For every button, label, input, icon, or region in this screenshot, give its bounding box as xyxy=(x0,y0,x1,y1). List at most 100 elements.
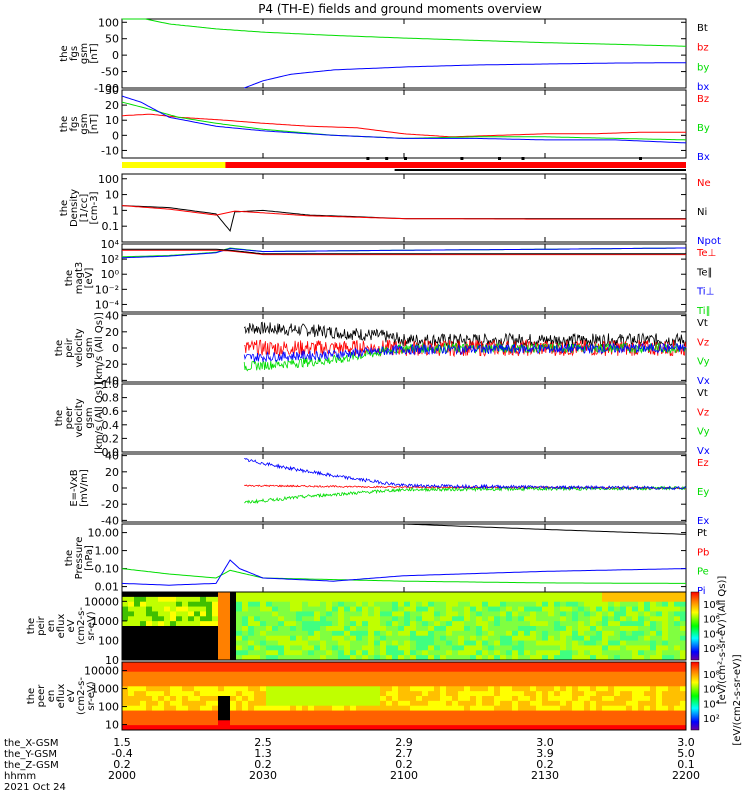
spectrogram-cell xyxy=(536,655,543,661)
spectrogram-cell xyxy=(242,601,249,607)
spectrogram-cell xyxy=(200,635,207,641)
spectrogram-cell xyxy=(158,666,165,673)
spectrogram-cell xyxy=(638,621,645,627)
spectrogram-cell xyxy=(368,596,375,603)
spectrogram-cell xyxy=(356,696,363,702)
spectrogram-cell xyxy=(272,626,279,632)
spectrogram-cell xyxy=(170,686,177,692)
legend-Bt: Bt xyxy=(697,23,708,34)
spectrogram-cell xyxy=(530,715,537,721)
spectrogram-cell xyxy=(494,662,501,668)
spectrogram-cell xyxy=(500,686,507,692)
spectrogram-cell xyxy=(314,686,321,692)
spectrogram-cell xyxy=(380,655,387,661)
spectrogram-cell xyxy=(584,650,591,656)
y-tick-label: 0.01 xyxy=(95,581,120,594)
spectrogram-cell xyxy=(386,710,393,716)
spectrogram-cell xyxy=(272,640,279,646)
spectrogram-cell xyxy=(656,645,663,651)
spectrogram-cell xyxy=(482,616,489,622)
spectrogram-cell xyxy=(422,611,429,617)
spectrogram-cell xyxy=(350,640,357,646)
spectrogram-cell xyxy=(344,640,351,646)
spectrogram-cell xyxy=(554,626,561,632)
spectrogram-cell xyxy=(452,666,459,673)
spectrogram-cell xyxy=(518,621,525,627)
spectrogram-cell xyxy=(572,611,579,617)
spectrogram-cell xyxy=(440,626,447,632)
spectrogram-cell xyxy=(404,691,411,697)
spectrogram-cell xyxy=(452,630,459,637)
spectrogram-cell xyxy=(410,650,417,656)
spectrogram-cell xyxy=(284,696,291,702)
spectrogram-cell xyxy=(344,715,351,721)
spectrogram-cell xyxy=(152,592,159,598)
spectrogram-cell xyxy=(554,715,561,721)
spectrogram-cell xyxy=(230,655,237,661)
spectrogram-cell xyxy=(614,681,621,687)
spectrogram-cell xyxy=(590,686,597,692)
spectrogram-cell xyxy=(416,630,423,637)
spectrogram-cell xyxy=(458,666,465,673)
spectrogram-cell xyxy=(440,611,447,617)
spectrogram-cell xyxy=(500,650,507,656)
spectrogram-cell xyxy=(284,671,291,677)
spectrogram-cell xyxy=(404,592,411,598)
spectrogram-cell xyxy=(206,592,213,598)
spectrogram-cell xyxy=(458,691,465,697)
spectrogram-cell xyxy=(260,676,267,682)
spectrogram-cell xyxy=(188,601,195,607)
spectrogram-cell xyxy=(614,686,621,692)
spectrogram-cell xyxy=(494,601,501,607)
y-tick-label: -20 xyxy=(101,498,119,511)
spectrogram-cell xyxy=(176,635,183,641)
spectrogram-cell xyxy=(122,640,129,646)
spectrogram-cell xyxy=(128,662,135,668)
orbit-row-label: hhmm xyxy=(4,771,36,782)
spectrogram-cell xyxy=(458,626,465,632)
spectrogram-cell xyxy=(176,696,183,702)
spectrogram-cell xyxy=(386,596,393,603)
spectrogram-cell xyxy=(404,710,411,716)
spectrogram-cell xyxy=(464,630,471,637)
spectrogram-cell xyxy=(242,592,249,598)
spectrogram-cell xyxy=(464,700,471,707)
spectrogram-cell xyxy=(266,635,273,641)
spectrogram-cell xyxy=(332,655,339,661)
spectrogram-cell xyxy=(176,616,183,622)
spectrogram-cell xyxy=(362,626,369,632)
spectrogram-cell xyxy=(578,645,585,651)
spectrogram-cell xyxy=(374,681,381,687)
spectrogram-cell xyxy=(194,681,201,687)
spectrogram-cell xyxy=(590,671,597,677)
spectrogram-cell xyxy=(512,611,519,617)
spectrogram-cell xyxy=(620,681,627,687)
spectrogram-cell xyxy=(224,606,231,612)
spectrogram-cell xyxy=(356,666,363,673)
spectrogram-cell xyxy=(410,671,417,677)
spectrogram-cell xyxy=(314,715,321,721)
spectrogram-cell xyxy=(440,655,447,661)
spectrogram-cell xyxy=(656,686,663,692)
spectrogram-cell xyxy=(236,725,243,731)
spectrogram-cell xyxy=(458,671,465,677)
spectrogram-cell xyxy=(572,616,579,622)
spectrogram-cell xyxy=(458,705,465,711)
spectrogram-cell xyxy=(260,662,267,668)
spectrogram-cell xyxy=(428,710,435,716)
spectrogram-cell xyxy=(416,650,423,656)
spectrogram-cell xyxy=(542,635,549,641)
spectrogram-cell xyxy=(668,616,675,622)
spectrogram-cell xyxy=(368,635,375,641)
spectrogram-cell xyxy=(578,630,585,637)
spectrogram-cell xyxy=(332,611,339,617)
spectrogram-cell xyxy=(290,662,297,668)
spectrogram-cell xyxy=(446,650,453,656)
spectrogram-cell xyxy=(356,691,363,697)
spectrogram-cell xyxy=(254,616,261,622)
spectrogram-cell xyxy=(386,686,393,692)
spectrogram-cell xyxy=(380,621,387,627)
spectrogram-cell xyxy=(356,715,363,721)
spectrogram-cell xyxy=(152,601,159,607)
spectrogram-cell xyxy=(458,640,465,646)
